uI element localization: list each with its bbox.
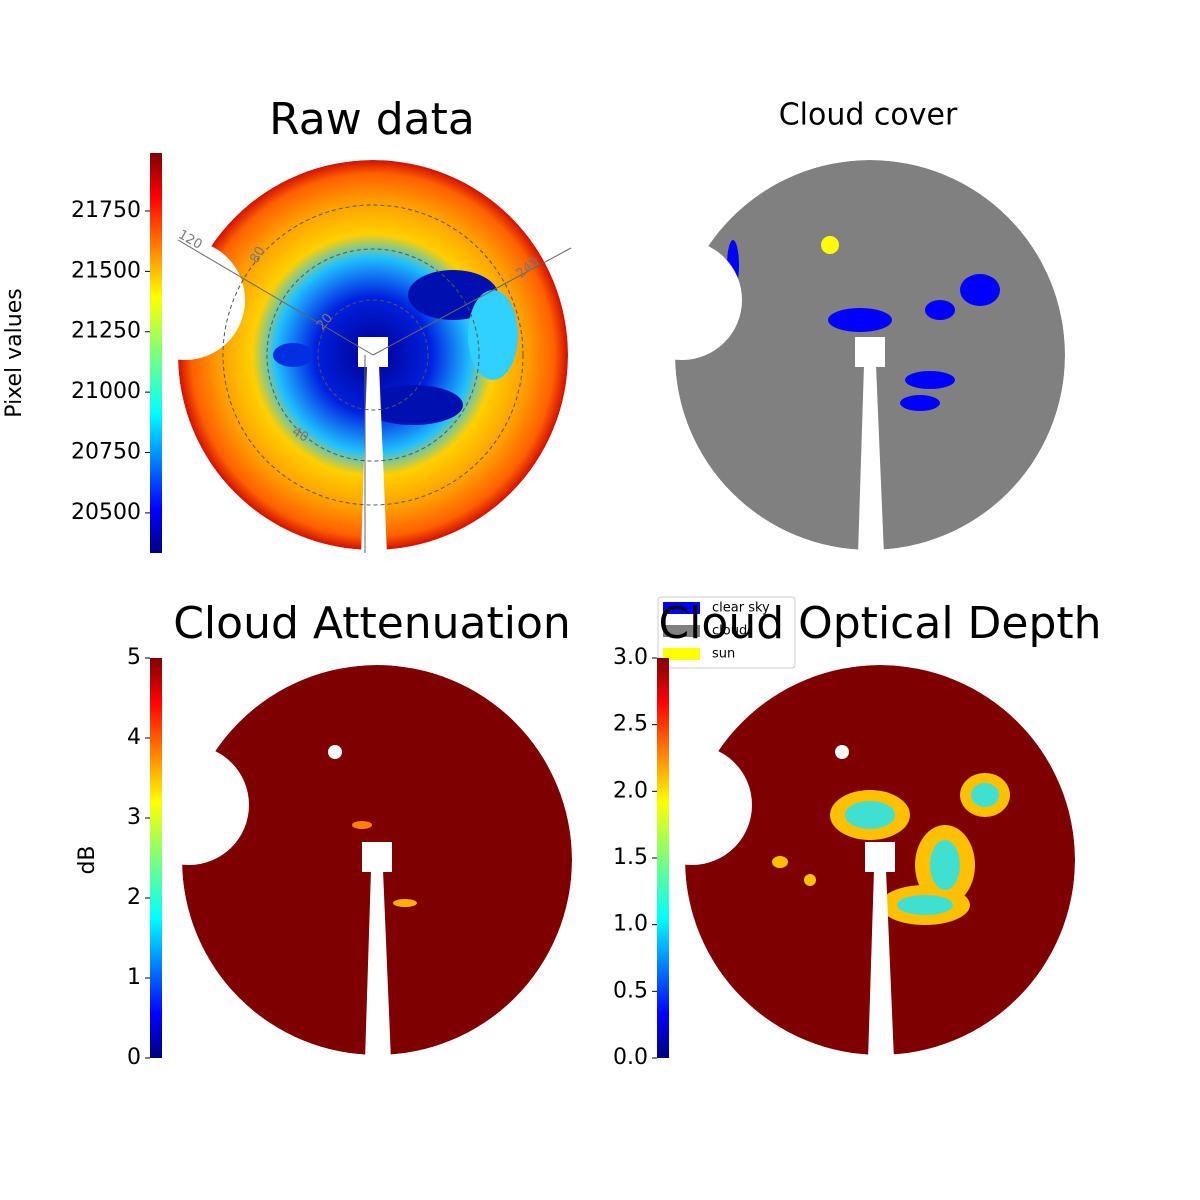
colorbar-label: Pixel values [2,288,27,417]
colorbar-tick-label: 4 [127,725,141,750]
legend-swatch [663,602,700,614]
polar-grid-label: 40 [289,424,311,445]
colorbar-tick-label: 21500 [71,258,141,283]
colorbar-tick-label: 20500 [71,500,141,525]
colorbar-tick-label: 21000 [71,379,141,404]
panel-title: Cloud cover [779,98,958,133]
colorbar-label: dB [75,845,100,874]
legend-label: sun [712,647,735,662]
legend-label: cloud [712,624,747,639]
colorbar-tick-label: 21750 [71,198,141,223]
colorbar-tick-label: 3 [127,805,141,830]
colorbar-tick-label: 1.5 [613,845,648,870]
colorbar-tick-label: 2.0 [613,778,648,803]
optical-depth-image [685,665,1075,1055]
panel-title: Raw data [269,94,475,145]
colorbar-tick-label: 0 [127,1045,141,1070]
colorbar [657,658,669,1058]
colorbar [150,658,162,1058]
colorbar-tick-label: 0.5 [613,978,648,1003]
colorbar-tick-label: 0.0 [613,1045,648,1070]
attenuation-image [182,665,572,1055]
colorbar [150,153,162,553]
colorbar-tick-label: 21250 [71,319,141,344]
polar-grid-label: 80 [247,244,268,266]
colorbar-tick-label: 5 [127,645,141,670]
panel-title: Cloud Attenuation [173,598,571,649]
colorbar-tick-label: 2.5 [613,712,648,737]
colorbar-tick-label: 20750 [71,440,141,465]
polar-grid-label: 120 [175,227,204,252]
colorbar-tick-label: 3.0 [613,645,648,670]
raw-image [177,160,572,553]
panel-title: Cloud Optical Depth [658,598,1101,649]
cloud-cover-image [675,160,1065,550]
colorbar-tick-label: 2 [127,885,141,910]
colorbar-tick-label: 1.0 [613,912,648,937]
colorbar-tick-label: 1 [127,965,141,990]
legend-swatch [663,648,700,660]
legend-swatch [663,625,700,637]
legend-label: clear sky [712,601,770,616]
